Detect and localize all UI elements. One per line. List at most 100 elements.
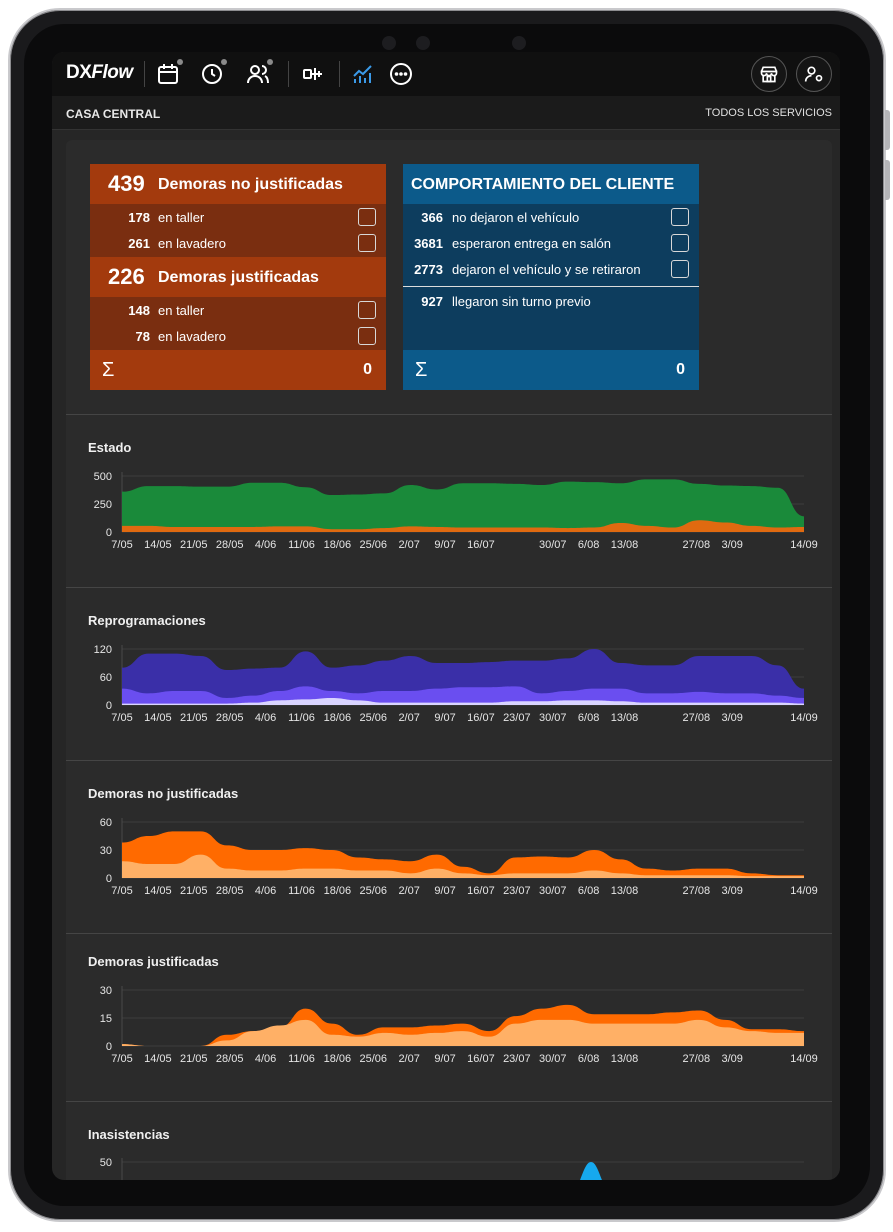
chart-icon[interactable]: [348, 59, 378, 89]
more-icon[interactable]: [386, 59, 416, 89]
top-bar: DXFlow: [52, 52, 840, 96]
divider: [288, 61, 289, 87]
x-tick-label: 11/06: [288, 539, 315, 551]
unjustified-header: 439 Demoras no justificadas: [90, 164, 386, 204]
justified-header: 226 Demoras justificadas: [90, 257, 386, 297]
store-icon: [760, 66, 778, 83]
x-tick-label: 21/05: [180, 712, 208, 724]
x-tick-label: 16/07: [467, 1053, 495, 1065]
x-tick-label: 6/08: [578, 885, 599, 897]
list-item: 927 llegaron sin turno previo: [421, 294, 591, 309]
x-tick-label: 18/06: [324, 539, 352, 551]
x-tick-label: 25/06: [359, 539, 387, 551]
sigma-icon: Σ: [415, 359, 428, 381]
service-filter[interactable]: TODOS LOS SERVICIOS: [705, 107, 832, 119]
chart-title: Demoras justificadas: [88, 954, 219, 969]
x-tick-label: 2/07: [398, 885, 419, 897]
list-item: 261 en lavadero: [90, 230, 386, 256]
y-tick-label: 500: [94, 471, 112, 483]
logo[interactable]: DXFlow: [66, 62, 133, 84]
x-tick-label: 2/07: [398, 712, 419, 724]
demoras-no-justificadas-chart: 0 30 60 7/05 14/05 21/05 28/05 4/06 11/06 18/06 25…: [100, 817, 818, 897]
x-tick-label: 4/06: [255, 885, 276, 897]
divider: [66, 760, 832, 761]
volume-button: [885, 110, 890, 150]
checkbox[interactable]: [358, 327, 376, 345]
series-area-0: [580, 1162, 602, 1180]
x-tick-label: 18/06: [324, 885, 352, 897]
divider: [339, 61, 340, 87]
x-tick-label: 21/05: [180, 1053, 208, 1065]
x-tick-label: 13/08: [611, 539, 639, 551]
app-screen: DXFlow CASA: [52, 52, 840, 1180]
x-tick-label: 13/08: [611, 712, 639, 724]
chart-title: Demoras no justificadas: [88, 786, 239, 801]
checkbox[interactable]: [671, 234, 689, 252]
x-tick-label: 23/07: [503, 885, 531, 897]
unjustified-total: 439: [108, 171, 145, 196]
chart-title: Inasistencias: [88, 1127, 170, 1142]
x-tick-label: 25/06: [359, 1053, 387, 1065]
logo-prefix: DX: [66, 62, 92, 83]
x-tick-label: 23/07: [503, 712, 531, 724]
x-tick-label: 6/08: [578, 539, 599, 551]
checkbox[interactable]: [358, 208, 376, 226]
x-tick-label: 25/06: [359, 885, 387, 897]
logo-suffix: Flow: [91, 62, 133, 83]
y-tick-label: 60: [100, 672, 112, 684]
chart-title: Reprogramaciones: [88, 613, 206, 628]
x-tick-label: 18/06: [324, 1053, 352, 1065]
user-settings-icon: [804, 66, 823, 82]
dashboard-panel: 439 Demoras no justificadas 178 en talle…: [66, 140, 832, 1180]
y-tick-label: 0: [106, 1041, 112, 1053]
checkbox[interactable]: [671, 208, 689, 226]
x-tick-label: 4/06: [255, 712, 276, 724]
volume-button: [885, 160, 890, 200]
calendar-icon[interactable]: [153, 59, 183, 89]
x-tick-label: 16/07: [467, 885, 495, 897]
series-area-2: [122, 698, 804, 705]
list-item: 2773 dejaron el vehículo y se retiraron: [403, 256, 699, 282]
list-item: 3681 esperaron entrega en salón: [403, 230, 699, 256]
series-area-0: [122, 479, 804, 532]
users-icon[interactable]: [243, 59, 273, 89]
sum-value: 0: [363, 361, 372, 378]
x-tick-label: 7/05: [111, 539, 132, 551]
y-tick-label: 30: [100, 985, 112, 997]
list-item: 148 en taller: [90, 297, 386, 323]
camera-icon: [512, 36, 526, 50]
divider: [66, 587, 832, 588]
checkbox[interactable]: [358, 301, 376, 319]
x-tick-label: 21/05: [180, 539, 208, 551]
chart-title: Estado: [88, 440, 132, 455]
x-tick-label: 11/06: [288, 1053, 315, 1065]
inasistencias-chart: 50: [100, 1157, 804, 1180]
x-tick-label: 27/08: [683, 1053, 711, 1065]
divider: [66, 933, 832, 934]
x-tick-label: 14/05: [144, 885, 172, 897]
x-tick-label: 9/07: [434, 1053, 455, 1065]
x-tick-label: 6/08: [578, 1053, 599, 1065]
divider: [66, 1101, 832, 1102]
x-tick-label: 4/06: [255, 539, 276, 551]
series-area-1: [122, 520, 804, 532]
service-icon[interactable]: [298, 59, 328, 89]
x-tick-label: 3/09: [721, 712, 742, 724]
unjustified-label: Demoras no justificadas: [158, 176, 343, 193]
x-tick-label: 2/07: [398, 1053, 419, 1065]
estado-chart: 0 250 500 7/05 14/05 21/05 28/05 4/06 11/06 18/06…: [94, 471, 818, 551]
checkbox[interactable]: [671, 260, 689, 278]
x-tick-label: 30/07: [539, 1053, 567, 1065]
x-tick-label: 11/06: [288, 712, 315, 724]
x-tick-label: 9/07: [434, 885, 455, 897]
location-label[interactable]: CASA CENTRAL: [66, 107, 161, 121]
x-tick-label: 30/07: [539, 712, 567, 724]
store-button[interactable]: [751, 56, 787, 92]
user-settings-button[interactable]: [796, 56, 832, 92]
camera-icon: [416, 36, 430, 50]
sigma-icon: Σ: [102, 359, 115, 381]
x-tick-label: 7/05: [111, 885, 132, 897]
clock-icon[interactable]: [197, 59, 227, 89]
x-tick-label: 2/07: [398, 539, 419, 551]
checkbox[interactable]: [358, 234, 376, 252]
